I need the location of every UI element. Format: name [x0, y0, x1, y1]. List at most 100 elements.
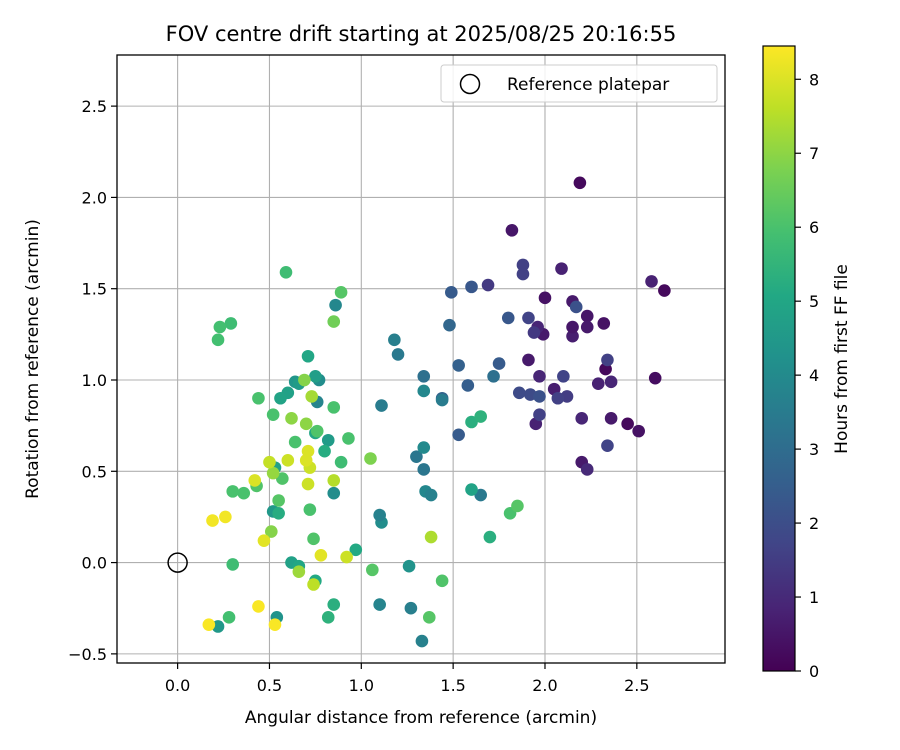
data-point: [410, 450, 423, 463]
legend-box: [440, 64, 718, 103]
x-tick-label: 1.0: [349, 676, 374, 695]
data-point: [417, 370, 431, 383]
data-point: [272, 494, 285, 507]
data-point: [206, 514, 219, 527]
data-point: [580, 463, 594, 476]
data-point: [301, 477, 315, 491]
data-point: [388, 333, 401, 347]
data-point: [445, 286, 458, 299]
reference-platepar-marker: [167, 552, 188, 573]
y-tick-label: −0.5: [68, 645, 107, 664]
colorbar-tick-label: 5: [809, 292, 819, 311]
data-point: [364, 452, 377, 465]
data-point: [580, 320, 594, 334]
data-point: [202, 618, 216, 631]
y-axis-ticks: −0.5 0.0 0.5 1.0 1.5 2.0 2.5: [68, 97, 117, 664]
colorbar-tick-label: 6: [809, 218, 819, 237]
data-point: [310, 424, 324, 438]
data-point: [366, 563, 379, 577]
data-point: [591, 377, 605, 390]
legend-entry-reference-platepar: Reference platepar: [507, 75, 669, 95]
data-point: [483, 530, 497, 544]
data-point: [501, 311, 515, 325]
data-point: [327, 401, 341, 414]
data-point: [211, 333, 225, 347]
x-tick-label: 2.5: [624, 676, 649, 695]
colorbar-tick-label: 1: [809, 588, 819, 607]
data-point: [248, 474, 262, 487]
plot-frame: [116, 54, 726, 664]
data-point: [601, 353, 614, 367]
colorbar-tick-label: 0: [809, 662, 819, 681]
data-point: [222, 611, 236, 624]
colorbar-label: Hours from first FF file: [832, 264, 852, 454]
colorbar-gradient: [763, 46, 795, 671]
data-point: [452, 428, 465, 442]
data-point: [292, 565, 306, 579]
data-point: [424, 530, 438, 544]
data-point: [373, 598, 386, 611]
colorbar-tick-label: 4: [809, 366, 819, 385]
data-point: [402, 559, 416, 573]
data-point: [257, 534, 271, 547]
data-point: [516, 258, 530, 272]
data-point: [213, 320, 227, 334]
data-point: [435, 393, 449, 407]
data-point: [474, 488, 487, 502]
data-point: [301, 444, 315, 458]
data-point: [301, 349, 315, 363]
colorbar-frame: [762, 45, 796, 672]
data-point: [527, 326, 541, 339]
data-point: [318, 444, 331, 458]
data-point: [465, 483, 478, 496]
data-point: [538, 291, 552, 305]
colorbar-ticks: 0 1 2 3 4 5 6 7 8: [795, 70, 819, 681]
data-point: [658, 284, 671, 297]
data-point: [417, 384, 431, 398]
data-point: [264, 525, 278, 538]
data-point: [288, 435, 302, 449]
data-point: [226, 558, 240, 571]
data-point: [309, 370, 322, 383]
data-point: [340, 550, 353, 564]
data-point: [252, 391, 265, 405]
data-point: [391, 348, 405, 361]
data-point: [424, 488, 438, 502]
data-point: [566, 320, 579, 334]
data-point: [314, 548, 328, 562]
data-point: [481, 278, 495, 292]
data-point: [417, 441, 431, 454]
data-point: [522, 353, 535, 367]
legend-marker-icon: [459, 73, 481, 95]
data-point: [492, 357, 506, 370]
chart-title: FOV centre drift starting at 2025/08/25 …: [166, 22, 677, 46]
x-tick-label: 0.5: [257, 676, 282, 695]
data-point: [334, 286, 348, 299]
data-point: [566, 329, 579, 343]
data-point: [474, 410, 487, 423]
x-axis-label: Angular distance from reference (arcmin): [245, 708, 597, 728]
data-point: [327, 315, 341, 328]
data-point: [272, 506, 285, 520]
data-point: [604, 375, 618, 389]
data-point: [224, 317, 238, 330]
y-tick-label: 2.0: [82, 188, 107, 207]
data-point: [375, 399, 388, 412]
data-point: [305, 390, 319, 403]
data-point: [404, 601, 418, 615]
data-point: [349, 543, 363, 557]
data-point: [551, 391, 565, 405]
data-point: [266, 466, 280, 480]
data-point: [648, 371, 662, 385]
data-point: [465, 280, 478, 294]
data-point: [279, 265, 293, 279]
x-tick-label: 2.0: [532, 676, 557, 695]
y-tick-label: 0.0: [82, 554, 107, 573]
data-point: [597, 317, 611, 330]
colorbar-tick-label: 3: [809, 440, 819, 459]
colorbar: 0 1 2 3 4 5 6 7 8 Hours from first FF file: [762, 45, 852, 681]
data-point: [334, 455, 348, 469]
data-point: [327, 486, 341, 500]
colorbar-tick-label: 2: [809, 514, 819, 533]
